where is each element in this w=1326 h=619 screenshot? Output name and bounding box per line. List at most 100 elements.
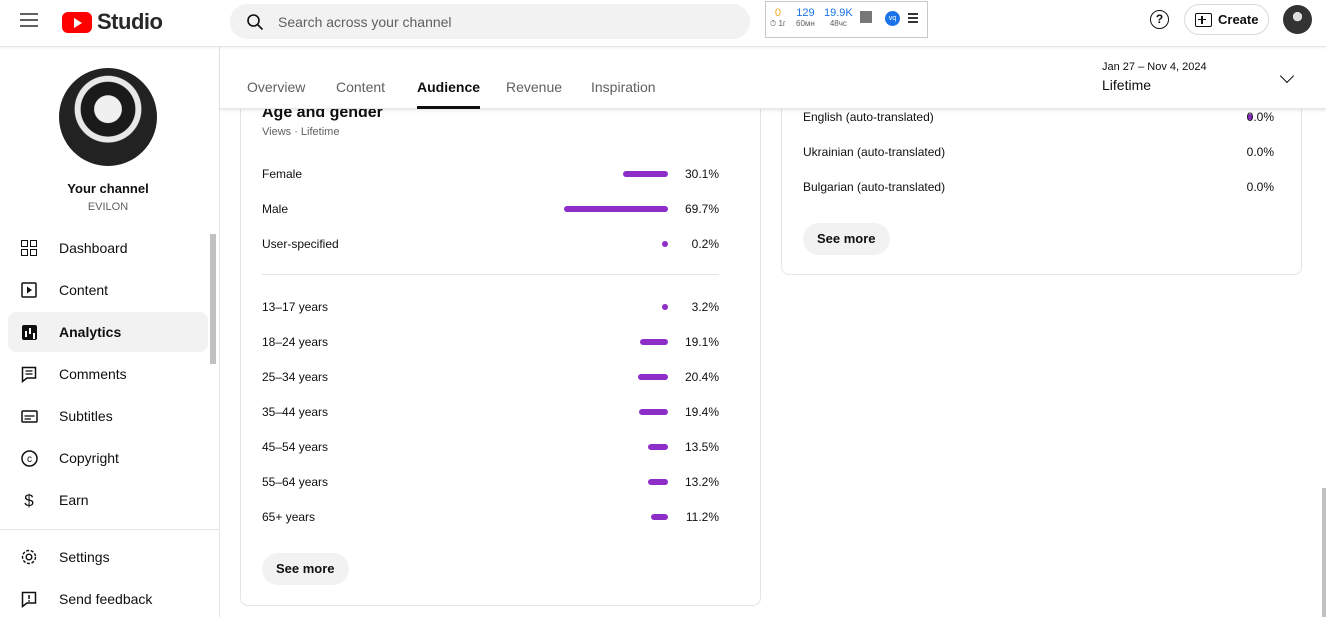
date-period[interactable]: Lifetime [1102,77,1152,93]
languages-card: English (auto-translated) 0.0% Ukrainian (… [781,80,1302,275]
age-gender-card: Age and gender Views · Lifetime Female 30… [240,90,761,606]
sidebar-item-comments[interactable]: Comments [8,354,208,394]
gender-row: Male 69.7% [262,199,719,219]
subtitles-icon [20,407,38,425]
ext-stat-sub: 48чс [829,19,847,28]
row-percent: 69.7% [684,202,719,216]
chevron-down-icon[interactable] [1279,68,1295,84]
chart-icon[interactable] [860,11,872,23]
row-percent: 0.2% [691,237,719,251]
extension-menu-icon[interactable] [908,13,918,25]
tab-content[interactable]: Content [336,79,386,95]
analytics-tabs-bar: Overview Content Audience Revenue Inspir… [220,47,1326,109]
copyright-icon: c [20,449,38,467]
age-row: 25–34 years 20.4% [262,367,719,387]
sidebar-item-earn[interactable]: $ Earn [8,480,208,520]
percentage-bar [640,339,668,345]
date-range[interactable]: Jan 27 – Nov 4, 2024 [1102,61,1207,73]
sidebar-item-copyright[interactable]: c Copyright [8,438,208,478]
sidebar-item-label: Subtitles [59,408,113,424]
tab-overview[interactable]: Overview [247,79,306,95]
logo-text: Studio [97,9,163,34]
row-label: User-specified [262,237,339,251]
channel-handle: EVILON [87,201,129,213]
analytics-icon [20,323,38,341]
sidebar-divider [0,529,219,530]
feedback-icon [20,590,38,608]
tab-revenue[interactable]: Revenue [506,79,563,95]
see-more-button[interactable]: See more [803,223,890,255]
channel-avatar[interactable] [59,68,157,166]
row-label: Female [262,167,303,181]
row-percent: 11.2% [685,510,719,524]
account-avatar[interactable] [1283,5,1312,34]
sidebar-item-analytics[interactable]: Analytics [8,312,208,352]
row-percent: 13.2% [684,475,719,489]
create-video-icon [1195,12,1212,27]
row-label: Male [262,202,289,216]
extension-logo-icon[interactable]: vq [885,11,900,26]
bar-dot [662,304,668,310]
sidebar-scrollbar[interactable] [210,234,216,364]
sidebar-item-label: Analytics [59,324,122,340]
sidebar-item-send-feedback[interactable]: Send feedback [8,579,208,619]
percentage-bar [638,374,668,380]
search-input[interactable] [278,4,738,39]
bar-dot [1247,114,1253,120]
sidebar-item-label: Settings [59,549,110,565]
channel-name: Your channel [67,181,149,196]
sidebar-item-label: Content [59,282,109,298]
gear-icon [20,548,38,566]
ext-stat-sub: ⏱ 1г [770,19,786,28]
language-row: English (auto-translated) 0.0% [803,107,1274,127]
row-percent: 20.4% [684,370,719,384]
ext-stat-48h: 19.9K 48чс [824,7,853,29]
row-label: 65+ years [262,510,316,524]
top-bar: Studio 0 ⏱ 1г 129 60мн 19.9K 48чс vq ? C… [0,0,1326,47]
row-label: 18–24 years [262,335,329,349]
extension-widget[interactable]: 0 ⏱ 1г 129 60мн 19.9K 48чс vq [765,1,928,38]
see-more-button[interactable]: See more [262,553,349,585]
gender-row: Female 30.1% [262,164,719,184]
sidebar-item-label: Send feedback [59,591,153,607]
age-row: 35–44 years 19.4% [262,402,719,422]
gender-row: User-specified 0.2% [262,234,719,254]
content-icon [20,281,38,299]
ext-stat-value: 0 [774,7,781,19]
create-button[interactable]: Create [1184,4,1269,35]
percentage-bar [648,479,668,485]
svg-text:$: $ [24,491,34,509]
search-bar[interactable] [230,4,750,39]
row-percent: 19.1% [684,335,719,349]
age-row: 45–54 years 13.5% [262,437,719,457]
age-row: 65+ years 11.2% [262,507,719,527]
row-label: 13–17 years [262,300,329,314]
row-percent: 19.4% [684,405,719,419]
sidebar-item-settings[interactable]: Settings [8,537,208,577]
percentage-bar [648,444,668,450]
row-percent: 30.1% [684,167,719,181]
age-row: 55–64 years 13.2% [262,472,719,492]
tab-audience[interactable]: Audience [417,79,481,109]
sidebar-item-content[interactable]: Content [8,270,208,310]
ext-stat-60min: 129 60мн [796,7,815,29]
studio-logo[interactable]: Studio [62,9,163,35]
help-button[interactable]: ? [1150,10,1169,29]
percentage-bar [623,171,668,177]
tab-inspiration[interactable]: Inspiration [591,79,656,95]
search-icon[interactable] [246,13,264,31]
page-scrollbar[interactable] [1322,488,1326,617]
ext-stat-value: 129 [796,7,815,19]
sidebar-item-dashboard[interactable]: Dashboard [8,228,208,268]
row-label: Bulgarian (auto-translated) [803,180,946,194]
age-row: 18–24 years 19.1% [262,332,719,352]
card-divider [262,274,719,275]
earn-icon: $ [20,491,38,509]
sidebar-item-subtitles[interactable]: Subtitles [8,396,208,436]
row-label: 25–34 years [262,370,329,384]
row-percent: 0.0% [1246,145,1274,159]
ext-stat-value: 19.9K [824,7,853,19]
row-label: 45–54 years [262,440,329,454]
row-percent: 0.0% [1246,180,1274,194]
menu-icon[interactable] [20,13,38,27]
